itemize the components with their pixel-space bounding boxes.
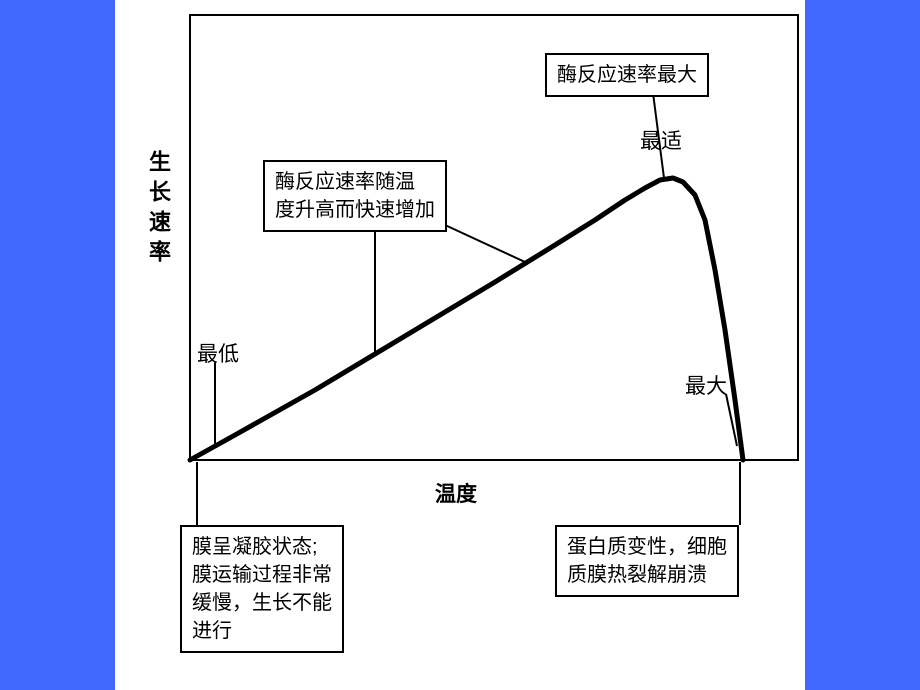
label-minimum: 最低 xyxy=(197,338,239,368)
box-protein-denature-l1: 蛋白质变性，细胞 xyxy=(567,533,727,561)
box-membrane-gel-l2: 膜运输过程非常 xyxy=(192,561,332,589)
slide-panel: 生长速率 温度 酶反应速率最大 酶反应速率随温 度升高而快速增加 膜呈凝胶状态;… xyxy=(115,0,805,690)
conn-mid-2 xyxy=(445,225,525,262)
box-membrane-gel: 膜呈凝胶状态; 膜运输过程非常 缓慢，生长不能 进行 xyxy=(180,525,344,653)
label-optimum: 最适 xyxy=(640,125,682,155)
box-enzyme-increase-l2: 度升高而快速增加 xyxy=(275,196,435,224)
box-membrane-gel-l3: 缓慢，生长不能 xyxy=(192,589,332,617)
x-axis-label: 温度 xyxy=(435,478,477,508)
box-enzyme-increase-l1: 酶反应速率随温 xyxy=(275,168,435,196)
y-axis-label: 生长速率 xyxy=(142,150,174,270)
box-enzyme-max-text: 酶反应速率最大 xyxy=(557,64,697,86)
box-membrane-gel-l4: 进行 xyxy=(192,617,332,645)
box-enzyme-increase: 酶反应速率随温 度升高而快速增加 xyxy=(263,160,447,232)
box-protein-denature: 蛋白质变性，细胞 质膜热裂解崩溃 xyxy=(555,525,739,597)
box-membrane-gel-l1: 膜呈凝胶状态; xyxy=(192,533,332,561)
chart-area: 生长速率 温度 酶反应速率最大 酶反应速率随温 度升高而快速增加 膜呈凝胶状态;… xyxy=(115,0,805,690)
box-enzyme-max: 酶反应速率最大 xyxy=(545,53,709,97)
box-protein-denature-l2: 质膜热裂解崩溃 xyxy=(567,561,727,589)
label-maximum: 最大 xyxy=(685,370,727,400)
